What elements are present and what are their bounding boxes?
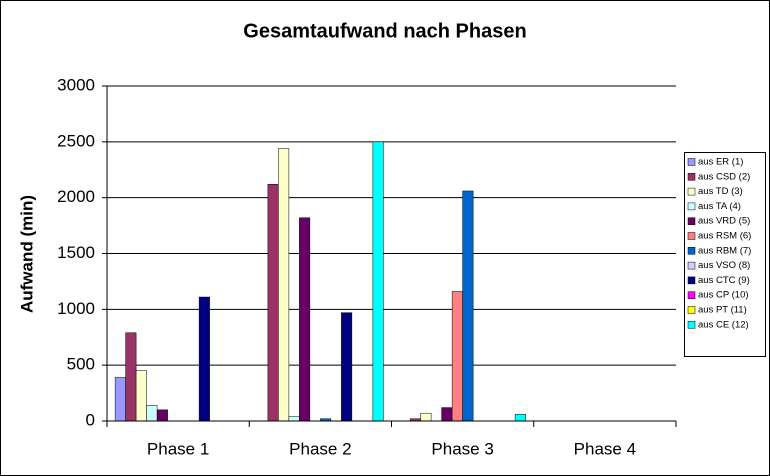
legend-label: aus CTC (9) [698, 275, 750, 286]
legend-swatch [687, 158, 696, 166]
bar [278, 148, 290, 422]
legend-label: aus PT (11) [698, 305, 747, 316]
bar [372, 141, 384, 422]
legend-label: aus ER (1) [698, 157, 743, 168]
y-tick-label: 2000 [57, 187, 95, 206]
bar [156, 409, 168, 422]
bar [267, 184, 279, 422]
legend-label: aus CP (10) [698, 290, 749, 301]
bar [441, 407, 453, 422]
legend-swatch [687, 232, 696, 240]
legend-label: aus CE (12) [698, 319, 749, 330]
y-tick-label: 2500 [57, 131, 95, 150]
legend-label: aus RSM (6) [698, 231, 751, 242]
legend-swatch [687, 321, 696, 329]
legend-label: aus VSO (8) [698, 260, 750, 271]
legend-swatch [687, 306, 696, 314]
y-tick-label: 3000 [57, 75, 95, 94]
legend-swatch [687, 173, 696, 181]
legend-box [684, 152, 766, 357]
bar [462, 190, 474, 422]
y-axis-title: Aufwand (min) [17, 195, 36, 313]
x-tick-label: Phase 2 [289, 439, 351, 458]
legend-label: aus RBM (7) [698, 245, 751, 256]
legend-swatch [687, 261, 696, 270]
legend-swatch [687, 187, 696, 196]
bar [288, 416, 300, 422]
x-tick-label: Phase 3 [431, 439, 493, 458]
legend-swatch [687, 247, 696, 255]
bar [514, 414, 526, 422]
bar [135, 370, 147, 422]
bar [299, 217, 311, 422]
bar [451, 291, 463, 422]
y-tick-label: 1000 [57, 299, 95, 318]
y-tick-label: 1500 [57, 243, 95, 262]
bar [125, 332, 137, 422]
bar [198, 296, 210, 422]
bar [114, 377, 126, 422]
bar [420, 412, 432, 422]
x-tick-label: Phase 1 [147, 439, 209, 458]
legend-swatch [687, 202, 696, 211]
chart-title: Gesamtaufwand nach Phasen [243, 20, 526, 42]
legend-swatch [687, 217, 696, 225]
x-tick-label: Phase 4 [574, 439, 636, 458]
legend-label: aus TA (4) [698, 201, 741, 212]
legend-swatch [687, 276, 696, 285]
legend-swatch [687, 291, 696, 299]
bar [146, 405, 158, 422]
bar [341, 312, 353, 422]
legend-label: aus VRD (5) [698, 216, 750, 227]
legend-label: aus TD (3) [698, 186, 743, 197]
legend-label: aus CSD (2) [698, 171, 750, 182]
y-tick-label: 500 [67, 355, 95, 374]
y-tick-label: 0 [86, 410, 95, 429]
